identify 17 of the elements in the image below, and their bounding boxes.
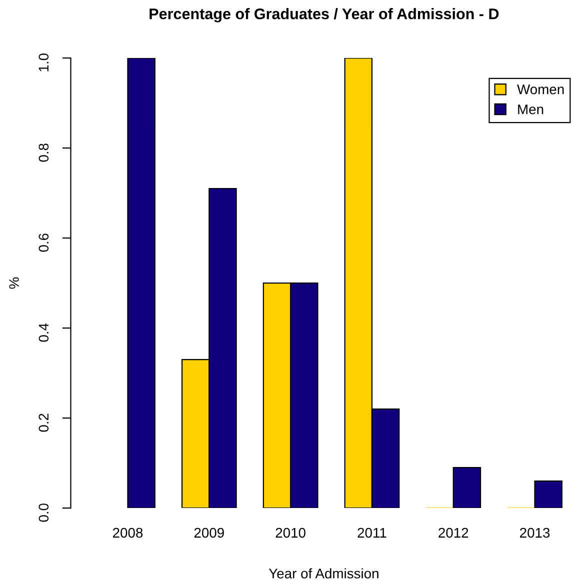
chart-title: Percentage of Graduates / Year of Admission - D [150, 8, 499, 22]
x-tick-label: 2012 [438, 528, 468, 538]
legend-label: Men [518, 104, 544, 114]
x-tick-label: 2013 [520, 528, 550, 538]
y-tick-label: 0.8 [38, 144, 49, 162]
y-tick-label: 0.2 [38, 414, 49, 432]
x-axis-title: Year of Admission [268, 568, 378, 578]
x-tick-label: 2008 [112, 528, 143, 538]
y-tick-label: 1.0 [38, 54, 49, 72]
y-tick-label: 0.0 [38, 504, 49, 522]
x-tick-label: 2010 [276, 528, 306, 538]
y-tick-label: 0.4 [38, 323, 49, 342]
y-axis-title: % [9, 277, 19, 289]
y-tick-label: 0.6 [38, 234, 49, 252]
legend-label: Women [517, 84, 564, 94]
x-tick-label: 2009 [194, 528, 224, 538]
x-tick-label: 2011 [358, 528, 386, 538]
